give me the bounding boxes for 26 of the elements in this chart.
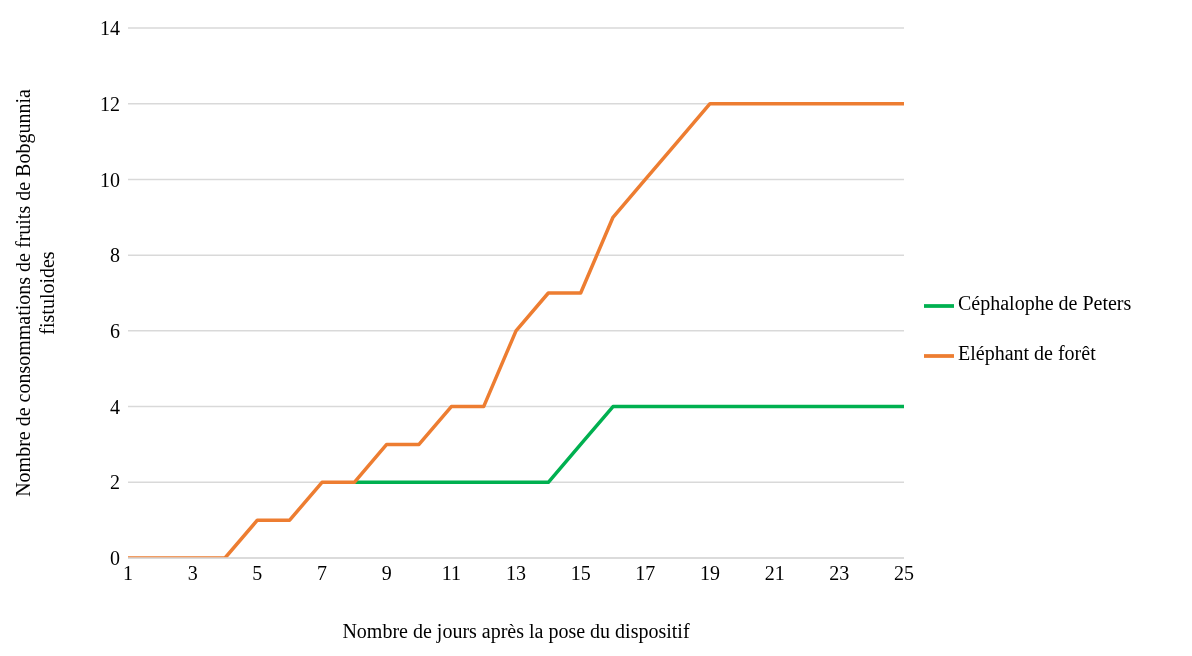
x-tick-label: 23: [829, 562, 850, 585]
y-tick-label: 14: [100, 17, 120, 40]
y-tick-label: 8: [110, 244, 120, 267]
legend-label: Eléphant de forêt: [958, 342, 1096, 364]
x-tick-label: 3: [187, 562, 198, 585]
y-axis-title: Nombre de consommations de fruits de Bobgunnia fistuloides: [12, 89, 58, 497]
x-tick-label: 13: [506, 562, 526, 585]
y-tick-label: 10: [100, 168, 120, 191]
x-tick-label: 11: [441, 562, 461, 585]
x-tick-label: 25: [894, 562, 914, 585]
y-tick-label: 4: [110, 395, 120, 418]
x-tick-label: 19: [700, 562, 720, 585]
x-tick-label: 17: [635, 562, 656, 585]
line-series: [128, 101, 904, 558]
y-tick-label: 6: [110, 319, 120, 342]
x-tick-label: 15: [570, 562, 591, 585]
x-tick-label: 21: [764, 562, 785, 585]
y-tick-label: 0: [110, 547, 120, 570]
x-axis-title: Nombre de jours après la pose du dispositif: [342, 620, 690, 643]
x-tick-label: 5: [252, 562, 263, 585]
y-tick-label: 12: [100, 92, 120, 115]
x-tick-label: 1: [123, 562, 133, 585]
x-tick-label: 9: [381, 562, 392, 585]
legend-label: Céphalophe de Peters: [958, 292, 1132, 314]
x-tick-label: 7: [317, 562, 327, 585]
y-tick-label: 2: [110, 471, 120, 494]
